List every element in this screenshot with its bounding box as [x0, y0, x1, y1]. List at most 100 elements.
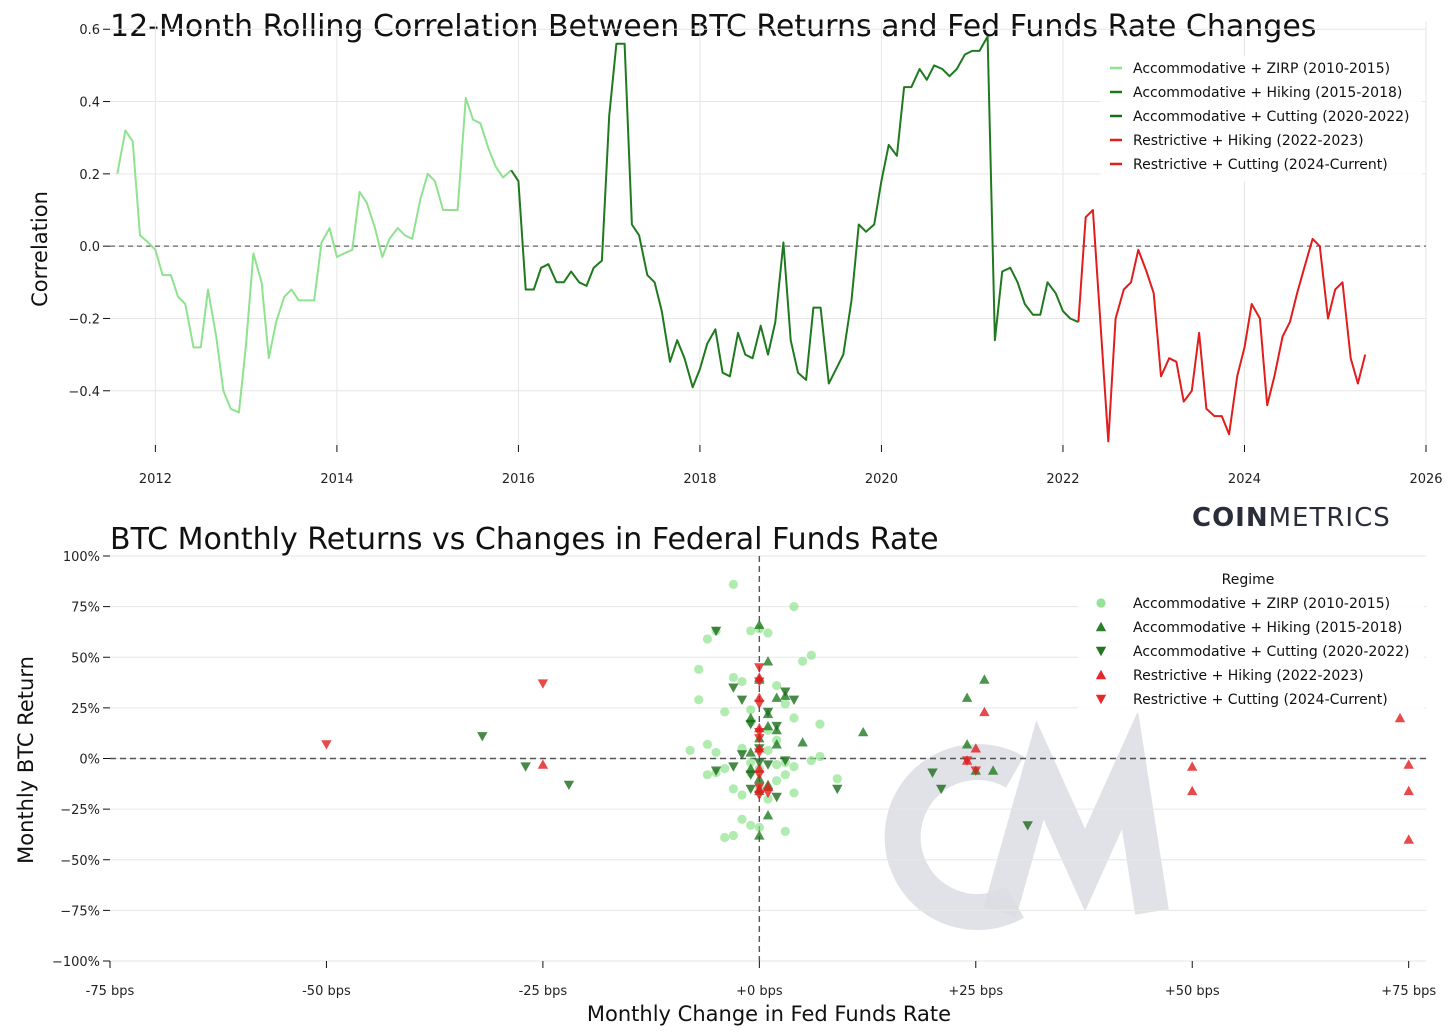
scatter-point-series-1 — [797, 737, 808, 747]
scatter-point-series-2 — [780, 756, 791, 766]
top-x-tick-label: 2022 — [1046, 472, 1079, 487]
scatter-point-series-0 — [728, 579, 738, 589]
scatter-point-series-1 — [762, 810, 774, 820]
scatter-point-series-4 — [754, 734, 765, 744]
scatter-point-series-0 — [763, 745, 773, 756]
bottom-y-tick-label: −25% — [60, 803, 100, 818]
scatter-point-series-0 — [720, 707, 730, 717]
scatter-point-series-1 — [979, 674, 990, 684]
bottom-x-axis-label: Monthly Change in Fed Funds Rate — [587, 1002, 951, 1026]
bottom-y-tick-label: 0% — [79, 753, 100, 768]
top-y-tick-label: 0.4 — [79, 96, 100, 111]
scatter-point-series-4 — [754, 770, 765, 780]
scatter-point-series-0 — [746, 705, 756, 715]
scatter-point-series-1 — [961, 692, 973, 702]
scatter-point-series-0 — [737, 790, 747, 800]
scatter-point-series-3 — [979, 706, 990, 717]
bottom-chart-title: BTC Monthly Returns vs Changes in Federa… — [110, 522, 939, 557]
top-x-tick-label: 2014 — [320, 472, 353, 487]
scatter-point-series-0 — [815, 719, 825, 729]
scatter-point-series-3 — [1187, 785, 1198, 796]
top-y-tick-label: 0.6 — [79, 23, 100, 38]
scatter-point-series-0 — [780, 770, 790, 780]
scatter-point-series-2 — [771, 792, 782, 803]
scatter-point-series-0 — [780, 826, 790, 837]
bottom-y-ticks: −100% −75% −50% −25% 0% 25% 50% 75% 100% — [52, 550, 110, 970]
scatter-point-series-2 — [728, 762, 739, 772]
scatter-point-series-2 — [728, 683, 739, 693]
bottom-legend-marker — [1095, 646, 1107, 657]
scatter-point-series-3 — [1403, 785, 1414, 796]
top-series-lines — [116, 35, 1367, 443]
scatter-point-series-0 — [746, 626, 756, 636]
scatter-point-series-1 — [961, 739, 973, 749]
top-chart-title: 12-Month Rolling Correlation Between BTC… — [110, 9, 1316, 44]
scatter-point-series-2 — [754, 758, 765, 768]
top-x-tick-label: 2024 — [1228, 472, 1261, 487]
bottom-legend: Regime Accommodative + ZIRP (2010-2015) Ac… — [1078, 565, 1424, 713]
scatter-point-series-4 — [754, 699, 765, 709]
bottom-y-tick-label: −100% — [52, 955, 100, 970]
scatter-point-series-0 — [815, 751, 825, 762]
scatter-point-series-2 — [936, 784, 947, 795]
logo-light-part: METRICS — [1269, 503, 1391, 533]
scatter-point-series-0 — [832, 774, 842, 784]
scatter-point-series-3 — [970, 743, 981, 753]
bottom-x-tick-label: +0 bps — [736, 984, 783, 999]
scatter-point-series-2 — [762, 707, 774, 718]
bottom-chart: BTC Monthly Returns vs Changes in Federa… — [14, 522, 1436, 1026]
bottom-x-tick-label: -25 bps — [519, 984, 568, 999]
bottom-y-axis-label: Monthly BTC Return — [14, 656, 38, 864]
bottom-x-tick-label: -50 bps — [302, 984, 351, 999]
bottom-legend-label: Accommodative + Hiking (2015-2018) — [1133, 620, 1402, 636]
scatter-point-series-2 — [745, 770, 756, 780]
bottom-legend-marker — [1096, 598, 1106, 608]
scatter-point-series-2 — [745, 719, 756, 730]
scatter-point-series-0 — [763, 794, 773, 804]
scatter-point-series-1 — [754, 619, 765, 629]
top-x-tick-label: 2016 — [502, 472, 535, 487]
scatter-point-series-4 — [762, 788, 774, 799]
bottom-y-tick-label: 50% — [71, 651, 100, 666]
bottom-legend-label: Accommodative + Cutting (2020-2022) — [1133, 644, 1409, 660]
scatter-point-series-0 — [754, 822, 764, 832]
bottom-x-ticks: -75 bps -50 bps -25 bps +0 bps +25 bps +50 bp… — [86, 961, 1436, 999]
bottom-legend-marker — [1095, 669, 1107, 680]
scatter-point-series-4 — [754, 677, 765, 687]
scatter-point-series-0 — [772, 776, 782, 786]
bottom-x-tick-label: +50 bps — [1165, 984, 1220, 999]
top-x-tick-label: 2026 — [1409, 472, 1442, 487]
scatter-point-series-0 — [763, 628, 773, 638]
top-y-ticks: −0.4 −0.2 0.0 0.2 0.4 0.6 — [68, 23, 110, 400]
scatter-point-series-4 — [754, 663, 765, 673]
top-legend-label: Accommodative + Hiking (2015-2018) — [1133, 85, 1402, 101]
top-legend-label: Accommodative + ZIRP (2010-2015) — [1133, 61, 1390, 77]
scatter-point-series-0 — [685, 745, 695, 756]
bottom-legend-marker — [1095, 621, 1107, 632]
scatter-point-series-1 — [987, 765, 999, 775]
scatter-point-series-2 — [762, 760, 774, 770]
scatter-point-series-2 — [736, 750, 748, 760]
bottom-y-tick-label: 75% — [71, 601, 100, 616]
bottom-legend-label: Accommodative + ZIRP (2010-2015) — [1133, 596, 1390, 612]
scatter-point-series-4 — [961, 756, 973, 766]
scatter-point-series-4 — [537, 679, 549, 689]
scatter-point-series-3 — [537, 759, 549, 769]
scatter-point-series-1 — [745, 747, 756, 757]
scatter-point-series-0 — [728, 672, 738, 683]
cm-watermark — [884, 710, 1169, 930]
scatter-point-series-0 — [789, 788, 799, 798]
scatter-point-series-2 — [771, 721, 782, 732]
top-chart: 12-Month Rolling Correlation Between BTC… — [28, 9, 1443, 487]
bottom-x-tick-label: +75 bps — [1381, 984, 1436, 999]
scatter-point-series-2 — [477, 732, 488, 742]
scatter-point-series-0 — [746, 820, 756, 830]
scatter-point-series-4 — [754, 790, 765, 801]
scatter-point-series-3 — [754, 763, 765, 773]
scatter-point-series-2 — [780, 687, 791, 697]
bottom-legend-title: Regime — [1222, 572, 1275, 588]
bottom-scatter-points — [321, 579, 1414, 844]
scatter-point-series-1 — [771, 692, 782, 702]
scatter-point-series-3 — [1403, 759, 1414, 769]
